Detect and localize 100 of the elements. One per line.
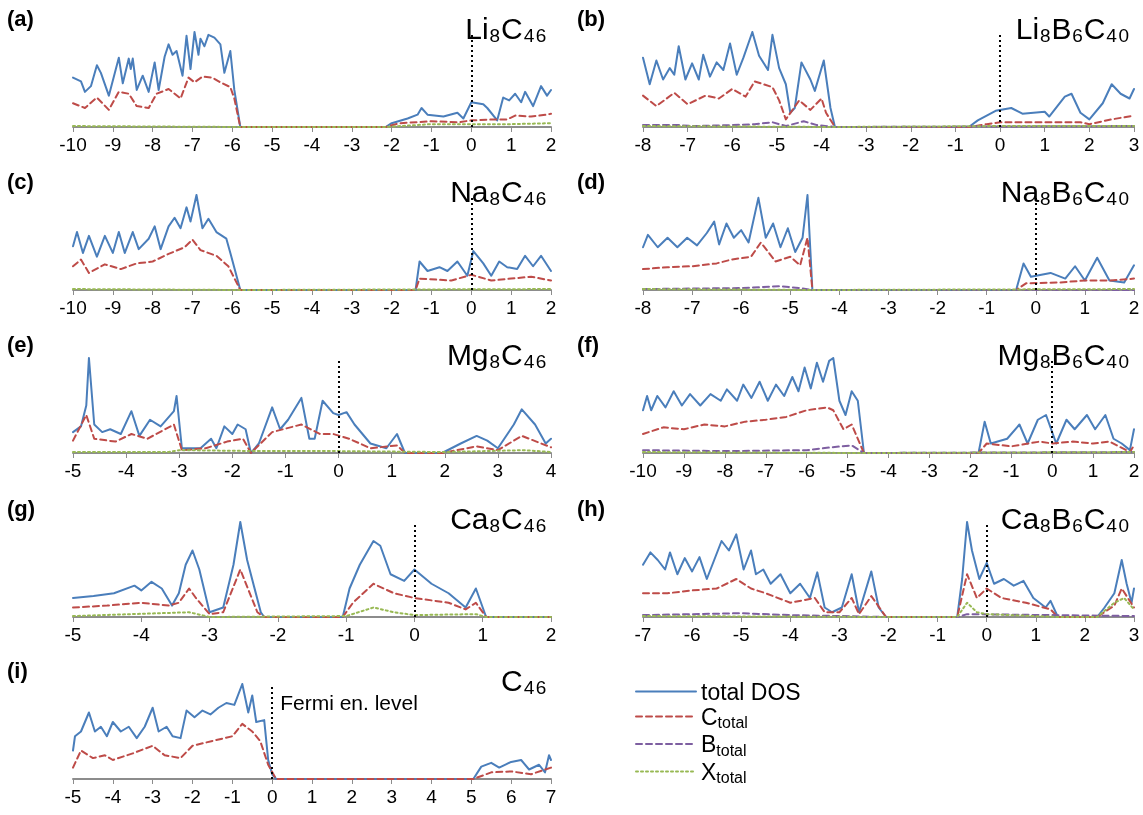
x-tick-label: -5: [768, 134, 786, 155]
x-tick-label: -5: [732, 624, 750, 645]
chart-subtitle: Mg₈C₄₆: [446, 337, 547, 371]
x-tick-label: -6: [223, 134, 241, 155]
chart-subtitle: C₄₆: [500, 663, 547, 697]
chart-title: (g): [7, 495, 36, 521]
x-tick-label: -8: [144, 297, 162, 318]
x-tick-label: 2: [545, 624, 557, 645]
x-tick-label: 4: [426, 786, 438, 807]
chart-title: (a): [7, 5, 34, 31]
x-tick-label: 1: [1039, 134, 1051, 155]
chart-subtitle: Ca₈C₄₆: [450, 501, 547, 535]
x-tick-label: 0: [266, 786, 278, 807]
x-tick-label: 2: [1079, 624, 1091, 645]
x-tick-label: -4: [303, 134, 321, 155]
x-tick-label: 1: [306, 786, 318, 807]
x-tick-label: 5: [466, 786, 477, 807]
chart-title: (b): [577, 5, 606, 31]
x-tick-label: -4: [880, 460, 898, 481]
chart-subtitle: Mg₈B₆C₄₀: [997, 337, 1131, 371]
x-tick-label: -4: [813, 134, 831, 155]
x-tick-label: -2: [383, 297, 401, 318]
x-tick-label: -4: [117, 460, 135, 481]
x-tick-label: -7: [184, 297, 201, 318]
x-tick-label: -2: [383, 134, 401, 155]
x-tick-label: -7: [679, 134, 697, 155]
x-tick-label: -1: [978, 297, 996, 318]
x-tick-label: 2: [545, 134, 557, 155]
x-tick-label: -10: [59, 297, 87, 318]
x-tick-label: -8: [716, 460, 734, 481]
x-tick-label: -4: [104, 786, 122, 807]
x-tick-label: -3: [144, 786, 162, 807]
x-tick-label: -4: [132, 624, 151, 645]
x-tick-label: 0: [466, 297, 477, 318]
x-tick-label: -7: [683, 297, 701, 318]
x-tick-label: -6: [798, 460, 816, 481]
x-tick-label: -5: [263, 297, 281, 318]
x-tick-label: 7: [545, 786, 557, 807]
x-tick-label: 6: [505, 786, 517, 807]
x-tick-label: 0: [1030, 297, 1042, 318]
x-tick-label: 2: [346, 786, 358, 807]
x-tick-label: 0: [1046, 460, 1058, 481]
x-tick-label: -1: [337, 624, 355, 645]
x-tick-label: -3: [201, 624, 219, 645]
x-tick-label: -1: [223, 786, 241, 807]
chart-title: (d): [577, 168, 606, 194]
x-tick-label: -4: [303, 297, 321, 318]
chart-subtitle: Ca₈B₆C₄₀: [1000, 501, 1131, 535]
x-tick-label: 2: [439, 460, 451, 481]
x-tick-label: 0: [994, 134, 1006, 155]
x-tick-label: -3: [170, 460, 188, 481]
x-tick-label: 1: [1087, 460, 1099, 481]
x-tick-label: -1: [276, 460, 294, 481]
x-tick-label: -1: [423, 297, 440, 318]
chart-subtitle: Li₈B₆C₄₀: [1015, 11, 1131, 45]
chart-subtitle: Li₈C₄₆: [465, 11, 547, 45]
x-tick-label: 2: [1128, 460, 1140, 481]
x-tick-label: -1: [423, 134, 440, 155]
x-tick-label: -10: [59, 134, 87, 155]
x-tick-label: -1: [947, 134, 964, 155]
x-tick-label: -3: [830, 624, 848, 645]
x-tick-label: -2: [961, 460, 979, 481]
x-tick-label: -8: [144, 134, 162, 155]
x-tick-label: -9: [104, 134, 122, 155]
x-tick-label: 2: [1084, 134, 1095, 155]
x-tick-label: 3: [386, 786, 397, 807]
x-tick-label: 4: [545, 460, 557, 481]
x-tick-label: -5: [64, 460, 82, 481]
x-tick-label: -1: [1002, 460, 1020, 481]
x-tick-label: -6: [683, 624, 701, 645]
x-tick-label: -2: [223, 460, 241, 481]
x-tick-label: 0: [981, 624, 992, 645]
x-tick-label: -5: [64, 786, 82, 807]
x-tick-label: -2: [184, 786, 201, 807]
chart-subtitle: Na₈C₄₆: [450, 174, 547, 208]
x-tick-label: 0: [333, 460, 344, 481]
x-tick-label: -3: [880, 297, 897, 318]
x-tick-label: 1: [477, 624, 488, 645]
chart-title: (e): [7, 331, 34, 357]
x-tick-label: -7: [184, 134, 201, 155]
x-tick-label: -2: [269, 624, 287, 645]
x-tick-label: 1: [1079, 297, 1091, 318]
x-tick-label: -10: [629, 460, 657, 481]
ref-line-label: Fermi en. level: [280, 691, 418, 714]
x-tick-label: 3: [1128, 624, 1140, 645]
x-tick-label: -4: [830, 297, 849, 318]
x-tick-label: -9: [104, 297, 122, 318]
x-tick-label: -5: [263, 134, 281, 155]
x-tick-label: -5: [781, 297, 799, 318]
x-tick-label: -6: [732, 297, 750, 318]
x-tick-label: -3: [343, 297, 361, 318]
x-tick-label: 1: [386, 460, 397, 481]
x-tick-label: 1: [1030, 624, 1042, 645]
x-tick-label: -3: [857, 134, 875, 155]
x-tick-label: -6: [723, 134, 741, 155]
x-tick-label: -7: [634, 624, 652, 645]
x-tick-label: 1: [505, 297, 517, 318]
chart-subtitle: Na₈B₆C₄₀: [1000, 174, 1131, 208]
x-tick-label: -8: [634, 134, 652, 155]
x-tick-label: -3: [920, 460, 938, 481]
